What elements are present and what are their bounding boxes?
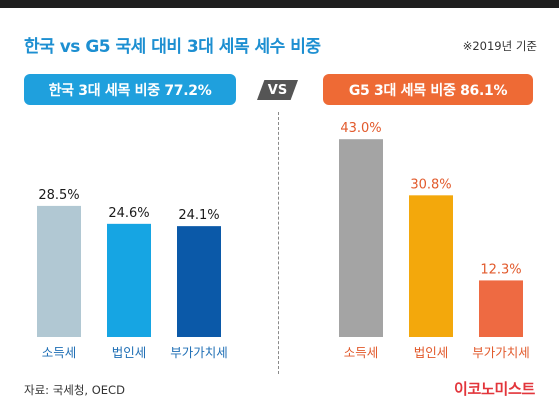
korea-bar-1 bbox=[37, 205, 81, 337]
korea-panel-label: 한국 3대 세목 비중 77.2% bbox=[24, 74, 236, 105]
korea-bar-3 bbox=[177, 226, 221, 337]
korea-category-label-1: 소득세 bbox=[42, 345, 77, 360]
korea-category-label-3: 부가가치세 bbox=[170, 345, 228, 360]
g5-bar-1 bbox=[339, 139, 383, 337]
g5-category-label-1: 소득세 bbox=[344, 345, 379, 360]
year-note: ※2019년 기준 bbox=[462, 39, 537, 53]
g5-panel-label: G5 3대 세목 비중 86.1% bbox=[323, 74, 533, 105]
source-note: 자료: 국세청, OECD bbox=[24, 383, 125, 397]
g5-value-label-3: 12.3% bbox=[480, 262, 521, 277]
vs-badge: VS bbox=[257, 80, 298, 100]
g5-category-label-2: 법인세 bbox=[414, 345, 449, 360]
korea-bar-2 bbox=[107, 223, 151, 337]
chart-title: 한국 vs G5 국세 대비 3대 세목 세수 비중 bbox=[24, 37, 321, 57]
korea-value-label-2: 24.6% bbox=[108, 206, 149, 221]
panel-divider bbox=[278, 112, 279, 374]
g5-category-label-3: 부가가치세 bbox=[472, 345, 530, 360]
g5-value-label-1: 43.0% bbox=[340, 121, 381, 136]
g5-bar-2 bbox=[409, 195, 453, 337]
g5-value-label-2: 30.8% bbox=[410, 177, 451, 192]
korea-category-label-2: 법인세 bbox=[112, 345, 147, 360]
g5-bar-3 bbox=[479, 280, 523, 337]
brand-logo: 이코노미스트 bbox=[453, 380, 535, 398]
korea-value-label-1: 28.5% bbox=[38, 188, 79, 203]
korea-value-label-3: 24.1% bbox=[178, 208, 219, 223]
top-bar bbox=[0, 0, 559, 8]
